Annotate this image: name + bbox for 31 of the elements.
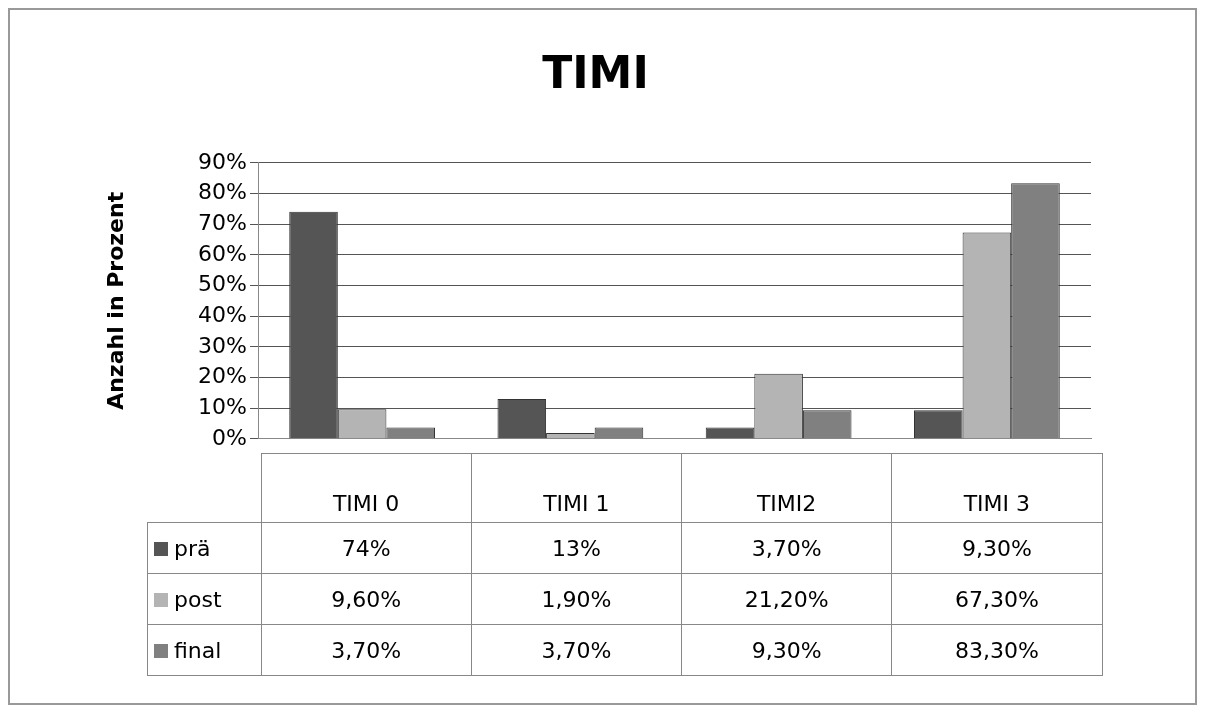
y-tick-label: 0% (212, 424, 247, 450)
data-label: 3,70% (261, 624, 472, 676)
y-tick-label: 30% (198, 332, 247, 358)
data-label: 3,70% (681, 522, 892, 574)
data-label: 9,30% (891, 522, 1102, 574)
x-tick-label: TIMI 3 (891, 453, 1102, 523)
y-tick-label: 40% (198, 301, 247, 327)
y-tick-label: 90% (198, 148, 247, 174)
legend-label: post (147, 573, 261, 625)
data-label: 9,30% (681, 624, 892, 676)
x-tick-label: TIMI 1 (471, 453, 682, 523)
y-axis-title: Anzahl in Prozent (102, 191, 128, 410)
y-tick-label: 80% (198, 179, 247, 205)
data-label: 13% (471, 522, 682, 574)
y-tick-label: 70% (198, 209, 247, 235)
legend-label: final (147, 624, 261, 676)
data-label: 74% (261, 522, 472, 574)
y-tick-label: 50% (198, 271, 247, 297)
data-label: 83,30% (891, 624, 1102, 676)
legend-label: prä (147, 522, 261, 574)
data-label: 9,60% (261, 573, 472, 625)
x-tick-label: TIMI 0 (261, 453, 472, 523)
y-tick-label: 60% (198, 240, 247, 266)
chart-title: TIMI (542, 46, 649, 98)
data-label: 3,70% (471, 624, 682, 676)
x-tick-label: TIMI2 (681, 453, 892, 523)
data-label: 67,30% (891, 573, 1102, 625)
data-label: 21,20% (681, 573, 892, 625)
data-label: 1,90% (471, 573, 682, 625)
y-tick-label: 10% (198, 393, 247, 419)
y-tick-label: 20% (198, 363, 247, 389)
